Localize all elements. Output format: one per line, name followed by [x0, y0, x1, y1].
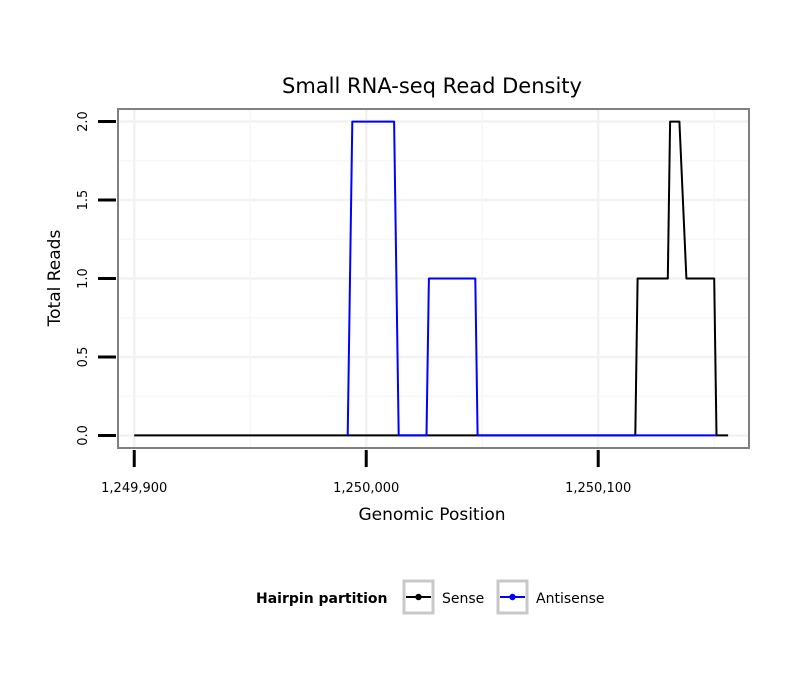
y-axis: 0.0 0.5 1.0 1.5 2.0	[76, 111, 116, 446]
x-axis-title: Genomic Position	[358, 505, 505, 525]
series-line-antisense	[346, 120, 717, 437]
x-tick-label: 1,250,100	[565, 481, 631, 496]
y-tick-label: 1.5	[76, 190, 91, 211]
y-tick-label: 2.0	[76, 111, 91, 132]
y-tick-label: 1.0	[76, 268, 91, 289]
chart-title: Small RNA-seq Read Density	[282, 74, 582, 98]
series-line-sense	[134, 120, 729, 437]
legend-key-point	[509, 593, 516, 601]
x-tick-label: 1,249,900	[101, 481, 167, 496]
legend: Hairpin partition Sense Antisense	[256, 579, 605, 615]
x-tick-label: 1,250,000	[333, 481, 399, 496]
legend-title: Hairpin partition	[256, 591, 387, 607]
plot-panel	[117, 108, 750, 449]
y-tick-label: 0.5	[76, 347, 91, 368]
legend-key-point	[415, 593, 422, 601]
legend-label-antisense: Antisense	[536, 591, 605, 607]
x-axis: 1,249,900 1,250,000 1,250,100	[101, 450, 631, 496]
y-tick-label: 0.0	[76, 425, 91, 446]
legend-label-sense: Sense	[442, 591, 484, 607]
y-axis-title: Total Reads	[45, 230, 65, 328]
series-layer	[134, 120, 729, 437]
